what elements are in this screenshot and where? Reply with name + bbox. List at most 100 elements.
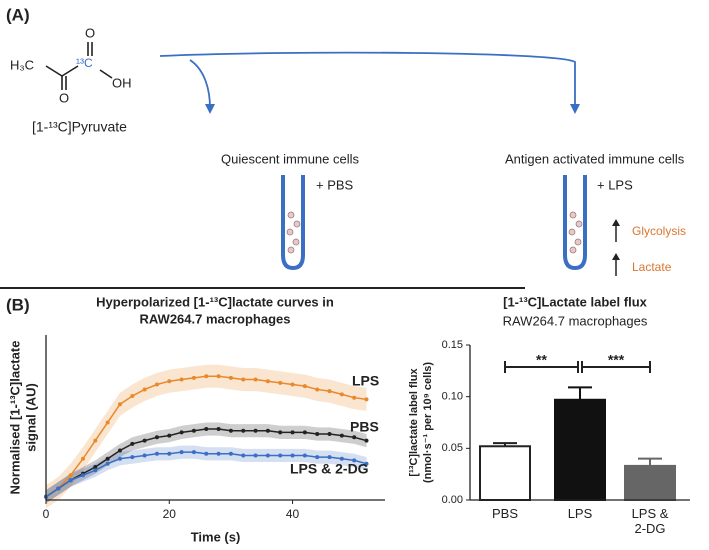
data-point — [68, 478, 73, 483]
data-point — [204, 374, 209, 379]
data-point — [80, 456, 85, 461]
chart-title: [1-¹³C]Lactate label flux — [503, 294, 648, 309]
data-point — [253, 428, 258, 433]
error-band — [46, 422, 367, 504]
molecule-bonds — [45, 42, 113, 90]
data-point — [167, 379, 172, 384]
data-point — [154, 435, 159, 440]
data-point — [352, 458, 357, 463]
data-point — [216, 374, 221, 379]
data-point — [315, 387, 320, 392]
y-tick-label: 0.05 — [442, 442, 463, 454]
arrow-head — [570, 104, 580, 114]
bar — [479, 445, 531, 501]
data-point — [191, 450, 196, 455]
series-label: PBS — [350, 419, 379, 435]
x-tick-label: 40 — [286, 507, 300, 521]
data-point — [228, 451, 233, 456]
data-point — [352, 395, 357, 400]
molecule-atom: H₃C — [10, 57, 34, 72]
data-point — [191, 375, 196, 380]
data-point — [130, 455, 135, 460]
data-point — [265, 453, 270, 458]
data-point — [339, 456, 344, 461]
y-axis-label: (nmol·s⁻¹ per 10⁹ cells) — [422, 362, 434, 483]
molecule-atom: ¹³C — [76, 56, 93, 70]
group-title: Quiescent immune cells — [221, 151, 359, 166]
data-point — [204, 451, 209, 456]
y-axis-label: signal (AU) — [23, 383, 38, 452]
data-point — [154, 382, 159, 387]
data-point — [80, 473, 85, 478]
data-point — [216, 451, 221, 456]
data-point — [142, 387, 147, 392]
x-tick-label: 0 — [43, 507, 50, 521]
data-point — [130, 394, 135, 399]
data-point — [68, 473, 73, 478]
data-point — [265, 379, 270, 384]
data-point — [315, 455, 320, 460]
molecule-name: [1-¹³C]Pyruvate — [32, 119, 127, 135]
panel-label: (B) — [6, 295, 30, 314]
data-point — [142, 453, 147, 458]
y-tick-label: 0.10 — [442, 391, 463, 403]
group-title: Antigen activated immune cells — [505, 151, 685, 166]
data-point — [93, 438, 98, 443]
molecule-atom: O — [85, 25, 95, 40]
data-point — [191, 428, 196, 433]
data-point — [364, 438, 369, 443]
chart-subtitle: RAW264.7 macrophages — [503, 313, 648, 328]
data-point — [327, 455, 332, 460]
data-point — [105, 456, 110, 461]
data-point — [117, 456, 122, 461]
y-axis-label: Normalised [1-¹³C]lactate — [7, 341, 22, 495]
data-point — [302, 430, 307, 435]
data-point — [339, 392, 344, 397]
flow-arrows — [159, 51, 576, 109]
panel-label: (A) — [6, 5, 30, 24]
data-point — [228, 375, 233, 380]
y-axis-label: [¹³C]lactate label flux — [408, 368, 420, 477]
x-tick-label: LPS — [567, 506, 593, 521]
bar — [554, 398, 606, 501]
y-tick-label: 0.00 — [442, 494, 463, 506]
data-point — [142, 438, 147, 443]
data-point — [339, 433, 344, 438]
data-point — [56, 486, 61, 491]
data-point — [327, 432, 332, 436]
data-point — [130, 441, 135, 446]
data-point — [278, 380, 283, 385]
data-point — [154, 451, 159, 456]
arrow-head — [205, 104, 215, 114]
chart-title: RAW264.7 macrophages — [139, 311, 290, 326]
error-band — [46, 445, 367, 504]
data-point — [302, 384, 307, 389]
data-point — [278, 430, 283, 435]
series-label: LPS — [352, 373, 379, 389]
y-tick-label: 0.15 — [442, 339, 463, 351]
x-tick-label-box: PBS — [492, 506, 518, 521]
data-point — [290, 382, 295, 387]
effect: Lactate — [632, 260, 672, 274]
data-point — [105, 461, 110, 466]
data-point — [179, 430, 184, 435]
effect: Glycolysis — [632, 224, 686, 238]
data-point — [167, 451, 172, 456]
data-point — [315, 432, 320, 436]
x-tick-label: 20 — [163, 507, 177, 521]
data-point — [117, 448, 122, 453]
data-point — [352, 435, 357, 440]
data-point — [253, 453, 258, 458]
bar — [624, 464, 676, 501]
data-point — [364, 397, 369, 402]
data-point — [167, 433, 172, 438]
series-label: LPS & 2-DG — [290, 461, 369, 477]
treatment: + PBS — [316, 177, 354, 192]
treatment: + LPS — [597, 177, 633, 192]
data-point — [241, 428, 246, 433]
x-tick-label: LPS & 2-DG — [631, 506, 669, 536]
significance-label: ** — [536, 352, 547, 368]
test-tube — [281, 175, 587, 271]
data-point — [290, 430, 295, 435]
